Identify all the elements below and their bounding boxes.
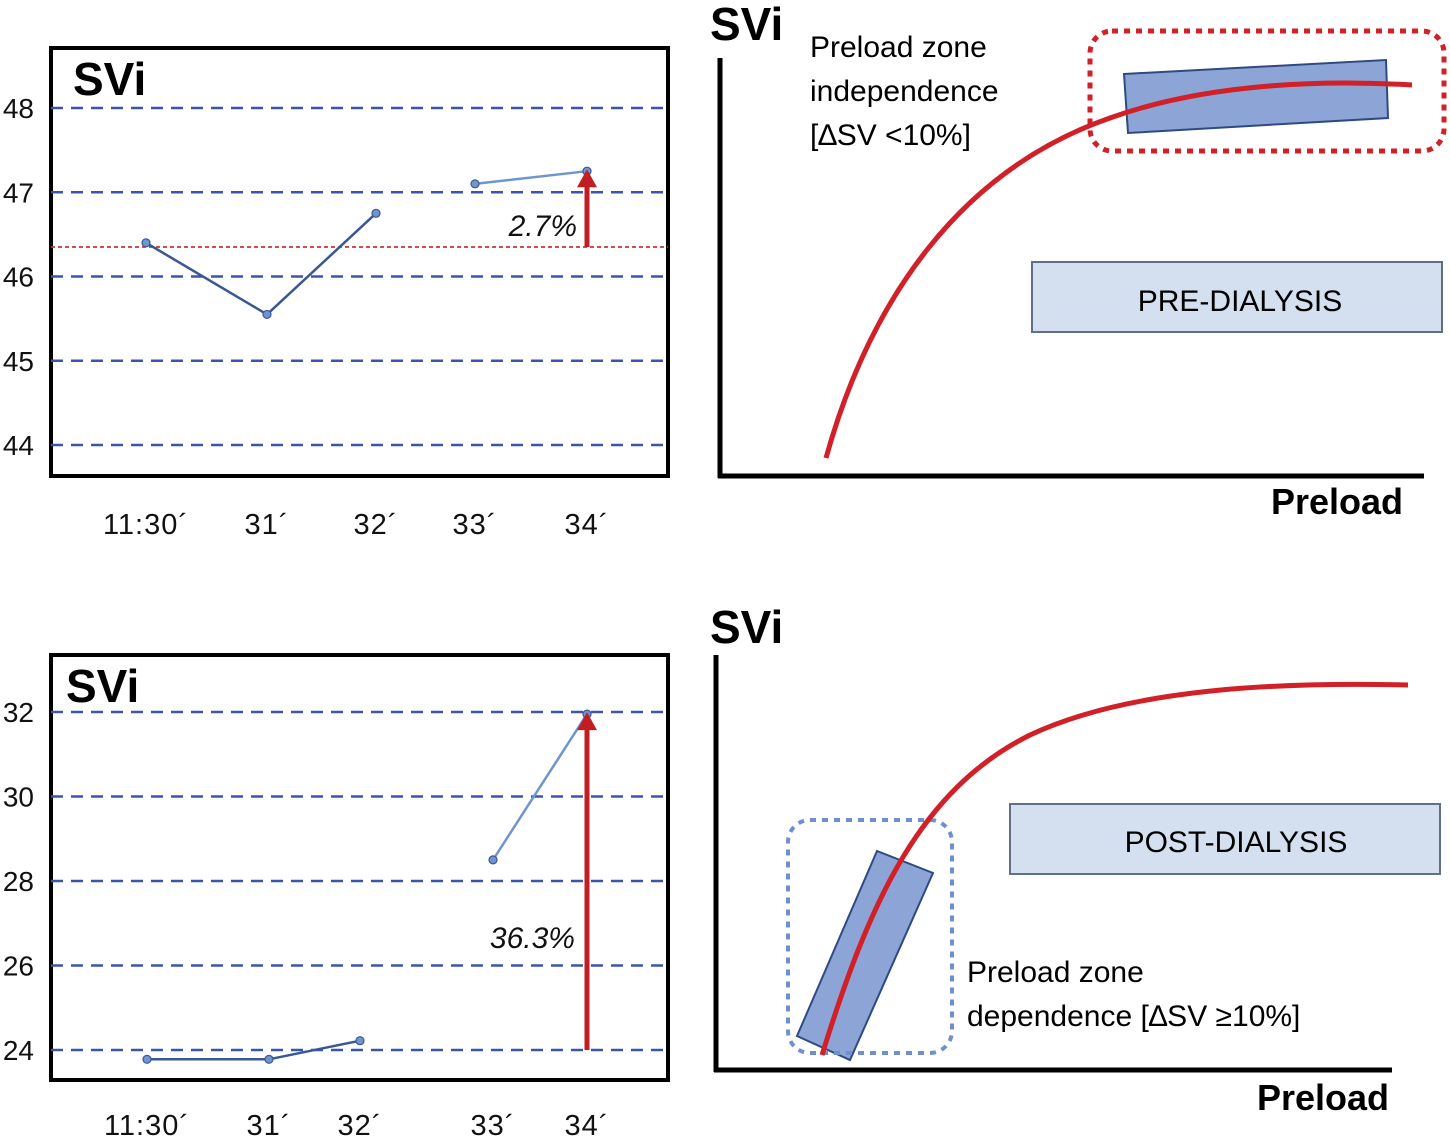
data-point	[470, 179, 480, 189]
y-tick-label: 26	[3, 951, 34, 982]
data-point	[142, 1054, 152, 1064]
gridlines	[51, 106, 668, 447]
x-tick-label: 32´	[354, 509, 399, 541]
data-point	[262, 309, 272, 320]
x-axis-title: Preload	[1257, 1077, 1389, 1118]
phase-label: PRE-DIALYSIS	[1138, 285, 1343, 318]
data-point	[371, 208, 381, 218]
percent-change-label: 2.7%	[508, 210, 577, 243]
post-dialysis-curve-chart: SVi Preload POST-DIALYSIS Preload zone d…	[710, 601, 1441, 1118]
plateau-zone-box	[1122, 58, 1390, 135]
frank-starling-curve	[823, 80, 1413, 459]
x-tick-label: 33´	[453, 509, 498, 541]
x-axis-title: Preload	[1271, 481, 1403, 522]
data-point	[488, 855, 498, 865]
y-tick-label: 44	[3, 430, 34, 461]
series-line	[474, 169, 588, 186]
steep-zone-box	[795, 849, 935, 1062]
bottom-left-chart: 32 30 28 26 24 11:30´ 31´ 32´ 33´ 34´ SVi 36.3%	[3, 653, 670, 1137]
x-tick-labels: 11:30´ 31´ 32´ 33´ 34´	[103, 509, 610, 541]
y-tick-label: 28	[3, 866, 34, 897]
y-axis-title: SVi	[710, 0, 783, 50]
y-tick-label: 46	[3, 262, 34, 293]
y-tick-label: 48	[3, 93, 34, 124]
arrow-head	[577, 712, 597, 731]
change-arrow	[577, 712, 597, 1050]
x-tick-label: 34´	[565, 1110, 610, 1137]
top-left-chart: 48 47 46 45 44 11:30´ 31´ 32´ 33´ 34´ SVi 2.7%	[3, 46, 670, 541]
zone-label-line-1: Preload zone	[967, 956, 1144, 989]
y-tick-label: 45	[3, 346, 34, 377]
data-point	[264, 1054, 274, 1064]
arrow-head	[577, 169, 597, 188]
change-arrow	[577, 169, 597, 248]
data-point	[355, 1036, 365, 1046]
phase-label: POST-DIALYSIS	[1125, 826, 1348, 859]
x-tick-label: 32´	[338, 1110, 383, 1137]
y-tick-labels: 48 47 46 45 44	[3, 93, 34, 461]
zone-label-line-2: independence	[810, 75, 999, 108]
y-axis-title: SVi	[710, 601, 783, 653]
chart-title: SVi	[66, 660, 139, 712]
x-tick-label: 31´	[247, 1110, 292, 1137]
frank-starling-curve	[819, 681, 1409, 1056]
series-group	[142, 709, 592, 1064]
phase-label-box	[1031, 261, 1443, 333]
x-tick-label: 11:30´	[104, 1110, 190, 1137]
zone-label-line-2: dependence [∆SV ≥10%]	[967, 1000, 1300, 1033]
dependence-zone-highlight	[786, 818, 954, 1055]
pre-dialysis-curve-chart: SVi Preload Preload zone independence [∆…	[710, 0, 1447, 522]
x-tick-label: 11:30´	[103, 509, 189, 541]
percent-change-label: 36.3%	[490, 922, 575, 955]
gridlines	[51, 710, 668, 1052]
series-group	[141, 166, 592, 320]
chart-title: SVi	[73, 53, 146, 105]
y-tick-label: 47	[3, 177, 34, 208]
x-tick-label: 34´	[565, 509, 610, 541]
series-line	[491, 713, 589, 861]
y-tick-label: 30	[3, 782, 34, 813]
zone-label-line-3: [∆SV <10%]	[810, 119, 971, 152]
chart-frame	[49, 46, 670, 478]
x-tick-labels: 11:30´ 31´ 32´ 33´ 34´	[104, 1110, 610, 1137]
phase-label-box	[1009, 803, 1441, 875]
zone-label-line-1: Preload zone	[810, 31, 987, 64]
y-tick-label: 24	[3, 1035, 34, 1066]
x-tick-label: 31´	[245, 509, 290, 541]
chart-frame	[49, 653, 670, 1082]
data-point	[141, 238, 151, 248]
y-tick-labels: 32 30 28 26 24	[3, 697, 34, 1066]
y-tick-label: 32	[3, 697, 34, 728]
x-tick-label: 33´	[471, 1110, 516, 1137]
